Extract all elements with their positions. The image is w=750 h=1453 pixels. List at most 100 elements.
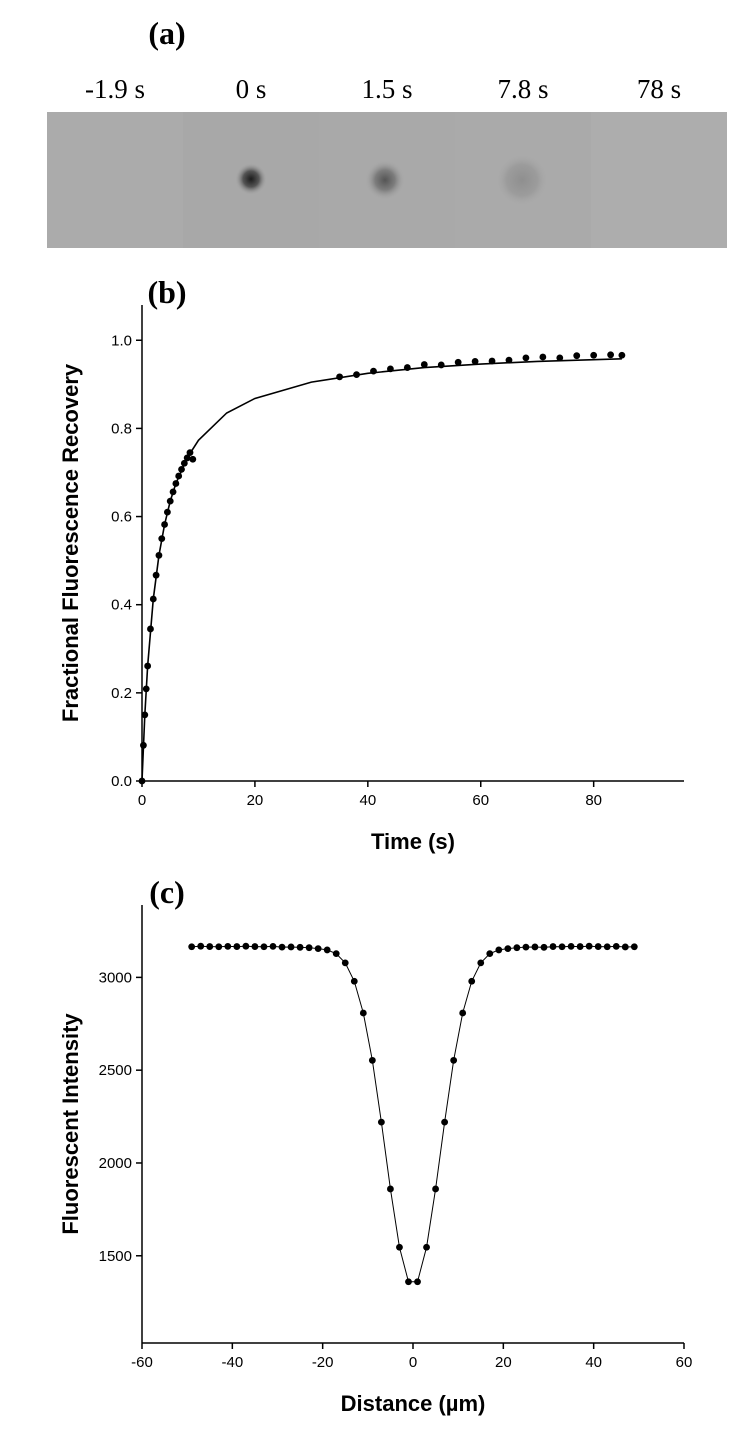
y-tick-label: 0.8 [111, 420, 132, 437]
point [432, 1185, 439, 1193]
bleach-spot [365, 160, 405, 200]
line [191, 945, 635, 1283]
panel-label: (c) [149, 874, 185, 910]
y-tick-label: 0.2 [111, 685, 132, 702]
x-tick-label: 0 [138, 792, 146, 809]
point [215, 943, 223, 951]
point [420, 361, 428, 368]
frame [47, 112, 183, 248]
point [573, 352, 581, 360]
x-tick-label: 80 [585, 792, 602, 809]
y-tick-label: 0.4 [111, 597, 132, 614]
point [269, 942, 277, 950]
y-tick-label: 1.0 [111, 332, 132, 349]
point [603, 943, 611, 951]
point [206, 943, 214, 950]
point [471, 358, 479, 365]
y-tick-label: 2500 [99, 1062, 132, 1079]
frame-label: 78 s [637, 74, 681, 104]
y-tick-label: 1500 [99, 1248, 132, 1265]
point [278, 943, 286, 951]
point [556, 354, 564, 362]
point [189, 455, 197, 463]
point [332, 950, 340, 958]
frame-label: 7.8 s [497, 74, 548, 104]
panel-label: (b) [147, 274, 186, 310]
x-tick-label: 20 [495, 1354, 512, 1371]
point [423, 1243, 430, 1251]
point [495, 946, 503, 954]
point [251, 943, 259, 950]
y-tick-label: 3000 [99, 969, 132, 986]
point [242, 942, 250, 950]
frame-label: -1.9 s [85, 74, 145, 104]
point [594, 943, 602, 950]
x-tick-label: 0 [409, 1354, 417, 1371]
y-tick-label: 0.6 [111, 509, 132, 526]
x-tick-label: 40 [359, 792, 376, 809]
point [396, 1243, 403, 1251]
point [296, 943, 304, 951]
y-axis-label: Fractional Fluorescence Recovery [58, 363, 83, 722]
point [287, 943, 295, 951]
x-tick-label: -20 [312, 1354, 334, 1371]
point [531, 943, 539, 951]
point [323, 946, 331, 954]
point [585, 942, 593, 950]
point [540, 943, 548, 951]
point [350, 977, 358, 985]
frame-label: 0 s [236, 74, 267, 104]
point [505, 356, 513, 364]
x-tick-label: -60 [131, 1354, 153, 1371]
frame [591, 112, 727, 248]
point [504, 945, 512, 953]
point [314, 945, 322, 953]
x-tick-label: 20 [247, 792, 264, 809]
x-tick-label: 60 [676, 1354, 693, 1371]
point [612, 942, 620, 950]
point [368, 1056, 376, 1064]
point [607, 351, 615, 359]
point [567, 942, 575, 950]
point [486, 950, 494, 958]
point [459, 1009, 467, 1017]
panel-label: (a) [148, 15, 185, 51]
x-tick-label: -40 [221, 1354, 243, 1371]
y-tick-label: 0.0 [111, 773, 132, 790]
bleach-spot [235, 163, 267, 195]
point [450, 1056, 458, 1064]
point [405, 1278, 412, 1286]
image-strip [47, 112, 727, 248]
point [621, 943, 629, 951]
point [539, 353, 547, 361]
point [414, 1278, 421, 1286]
point [441, 1118, 449, 1126]
frame-label: 1.5 s [361, 74, 412, 104]
point [387, 1185, 394, 1193]
point [359, 1009, 367, 1017]
x-tick-label: 60 [472, 792, 489, 809]
point [233, 943, 241, 950]
point [197, 942, 205, 950]
bleach-spot [496, 154, 548, 206]
point [224, 942, 232, 950]
y-axis-label: Fluorescent Intensity [58, 1013, 83, 1235]
point [477, 959, 485, 967]
y-tick-label: 2000 [99, 1155, 132, 1172]
point [513, 944, 521, 952]
point [549, 943, 557, 950]
x-axis-label: Distance (µm) [341, 1391, 486, 1416]
point [341, 959, 349, 967]
point [260, 943, 268, 951]
point [468, 977, 476, 985]
point [522, 354, 530, 362]
point [630, 943, 638, 951]
point [522, 943, 530, 951]
point [188, 943, 196, 951]
x-axis-label: Time (s) [371, 829, 455, 854]
point [618, 351, 626, 359]
point [454, 358, 462, 366]
point [590, 351, 598, 359]
line [141, 357, 622, 782]
